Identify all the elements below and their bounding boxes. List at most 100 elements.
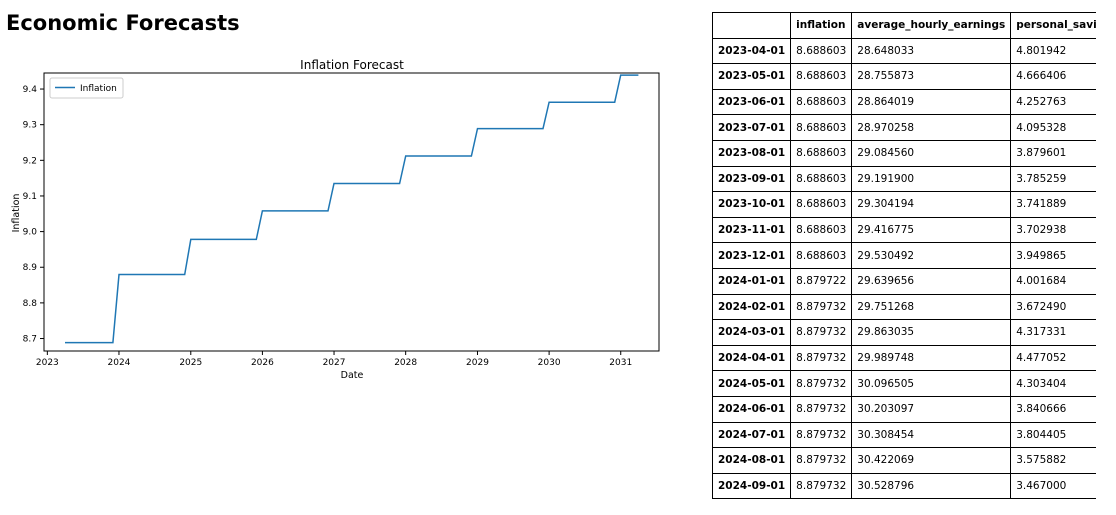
chart-title: Inflation Forecast	[300, 58, 404, 72]
table-row: 2023-04-01 8.688603 28.648033 4.801942	[712, 37, 1096, 65]
row-date: 2023-06-01	[712, 88, 792, 116]
row-date: 2024-08-01	[712, 447, 792, 474]
table-cell: 30.422069	[851, 447, 1012, 474]
row-date: 2023-04-01	[712, 37, 792, 65]
table-row: 2023-09-01 8.688603 29.191900 3.785259	[712, 165, 1096, 193]
y-tick-label: 8.9	[23, 263, 38, 273]
inflation-chart-svg: Inflation Forecast 2023 2024 2025 2026 2027 2…	[11, 58, 660, 381]
row-date: 2024-04-01	[712, 344, 792, 372]
table-cell: 29.304194	[851, 191, 1012, 218]
table-cell: 29.191900	[851, 165, 1012, 193]
row-date: 2024-01-01	[712, 267, 792, 295]
x-tick-label: 2031	[609, 358, 632, 368]
table-cell: 8.688603	[790, 114, 853, 141]
table-row: 2023-11-01 8.688603 29.416775 3.702938	[712, 216, 1096, 244]
table-row: 2024-06-01 8.879732 30.203097 3.840666	[712, 395, 1096, 423]
table-row: 2024-01-01 8.879722 29.639656 4.001684	[712, 267, 1096, 295]
series-line-inflation	[65, 74, 639, 344]
table-cell: 8.879732	[790, 370, 853, 397]
column-header-index	[712, 12, 792, 39]
x-axis: 2023 2024 2025 2026 2027 2028 2029 2030 2031	[36, 351, 632, 368]
y-tick-label: 9.0	[23, 228, 38, 238]
row-date: 2023-05-01	[712, 63, 792, 90]
table-row: 2024-03-01 8.879732 29.863035 4.317331	[712, 319, 1096, 346]
table-cell: 29.989748	[851, 344, 1012, 372]
table-cell: 28.648033	[851, 37, 1012, 65]
table-cell: 30.203097	[851, 395, 1012, 423]
table-cell: 4.317331	[1010, 319, 1096, 346]
table-cell: 29.084560	[851, 139, 1012, 167]
x-tick-label: 2028	[394, 358, 417, 368]
y-tick-label: 9.3	[23, 121, 37, 131]
row-date: 2023-10-01	[712, 191, 792, 218]
table-cell: 30.528796	[851, 472, 1012, 500]
table-row: 2023-05-01 8.688603 28.755873 4.666406	[712, 63, 1096, 90]
table-cell: 29.639656	[851, 267, 1012, 295]
y-tick-label: 9.1	[23, 192, 37, 202]
table-cell: 3.804405	[1010, 421, 1096, 449]
table-cell: 3.467000	[1010, 472, 1096, 500]
table-cell: 4.095328	[1010, 114, 1096, 141]
forecast-table: inflation average_hourly_earnings person…	[712, 12, 1096, 500]
table-cell: 8.879732	[790, 421, 853, 449]
y-tick-label: 8.8	[23, 299, 38, 309]
plot-area-frame	[43, 72, 660, 352]
row-date: 2024-09-01	[712, 472, 792, 500]
table-cell: 8.879732	[790, 395, 853, 423]
x-tick-label: 2025	[179, 358, 202, 368]
table-cell: 8.688603	[790, 139, 853, 167]
table-cell: 30.308454	[851, 421, 1012, 449]
table-cell: 8.879732	[790, 293, 853, 321]
table-row: 2024-05-01 8.879732 30.096505 4.303404	[712, 370, 1096, 397]
column-header-inflation: inflation	[790, 12, 853, 39]
table-cell: 29.530492	[851, 242, 1012, 269]
table-row: 2024-09-01 8.879732 30.528796 3.467000	[712, 472, 1096, 500]
row-date: 2023-09-01	[712, 165, 792, 193]
table-cell: 29.863035	[851, 319, 1012, 346]
table-cell: 4.252763	[1010, 88, 1096, 116]
table-cell: 3.785259	[1010, 165, 1096, 193]
y-axis: 8.7 8.8 8.9 9.0 9.1 9.2 9.3 9.4	[23, 85, 44, 345]
x-tick-label: 2024	[108, 358, 131, 368]
table-cell: 29.751268	[851, 293, 1012, 321]
table-cell: 28.864019	[851, 88, 1012, 116]
table-cell: 4.303404	[1010, 370, 1096, 397]
table-row: 2023-07-01 8.688603 28.970258 4.095328	[712, 114, 1096, 141]
table-cell: 8.879722	[790, 267, 853, 295]
table-cell: 8.688603	[790, 191, 853, 218]
table-cell: 8.879732	[790, 447, 853, 474]
table-row: 2023-08-01 8.688603 29.084560 3.879601	[712, 139, 1096, 167]
table-cell: 8.688603	[790, 37, 853, 65]
row-date: 2023-08-01	[712, 139, 792, 167]
table-cell: 4.001684	[1010, 267, 1096, 295]
table-header-row: inflation average_hourly_earnings person…	[712, 12, 1096, 39]
y-tick-label: 9.4	[23, 85, 38, 95]
table-cell: 3.575882	[1010, 447, 1096, 474]
table-cell: 8.879732	[790, 344, 853, 372]
y-axis-label: Inflation	[11, 194, 22, 233]
table-cell: 30.096505	[851, 370, 1012, 397]
forecast-table-container: inflation average_hourly_earnings person…	[712, 12, 1096, 515]
table-row: 2023-10-01 8.688603 29.304194 3.741889	[712, 191, 1096, 218]
table-cell: 4.801942	[1010, 37, 1096, 65]
row-date: 2023-12-01	[712, 242, 792, 269]
x-tick-label: 2030	[538, 358, 561, 368]
table-row: 2024-08-01 8.879732 30.422069 3.575882	[712, 447, 1096, 474]
table-row: 2023-06-01 8.688603 28.864019 4.252763	[712, 88, 1096, 116]
y-tick-label: 9.2	[23, 156, 37, 166]
table-cell: 8.688603	[790, 63, 853, 90]
row-date: 2024-02-01	[712, 293, 792, 321]
column-header-average-hourly-earnings: average_hourly_earnings	[851, 12, 1012, 39]
table-cell: 8.688603	[790, 242, 853, 269]
legend-label-inflation: Inflation	[80, 84, 117, 94]
row-date: 2024-05-01	[712, 370, 792, 397]
table-row: 2023-12-01 8.688603 29.530492 3.949865	[712, 242, 1096, 269]
x-axis-label: Date	[341, 370, 364, 381]
table-cell: 3.879601	[1010, 139, 1096, 167]
table-cell: 3.840666	[1010, 395, 1096, 423]
row-date: 2024-03-01	[712, 319, 792, 346]
table-cell: 8.879732	[790, 319, 853, 346]
row-date: 2023-11-01	[712, 216, 792, 244]
x-tick-label: 2029	[466, 358, 489, 368]
table-cell: 28.970258	[851, 114, 1012, 141]
